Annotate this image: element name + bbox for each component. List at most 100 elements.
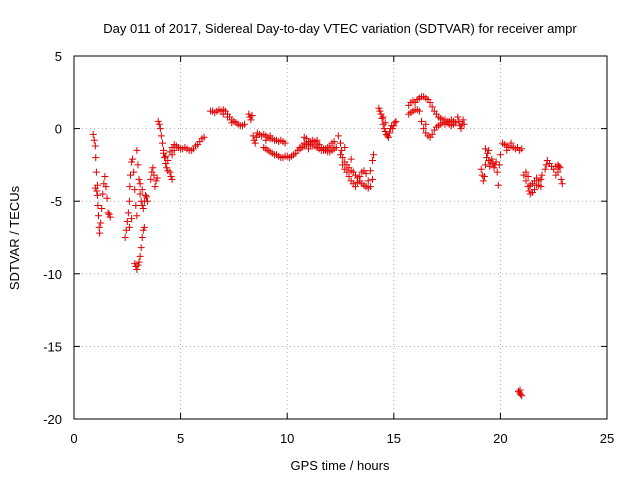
x-tick-label: 15 (387, 431, 401, 446)
data-point (136, 190, 144, 198)
data-point (415, 107, 423, 115)
data-point (375, 104, 383, 112)
data-point (454, 113, 462, 121)
data-point (392, 117, 400, 125)
data-point (266, 132, 274, 140)
data-point (422, 120, 430, 128)
data-point (144, 197, 152, 205)
data-point (105, 210, 113, 218)
data-point (381, 128, 389, 136)
data-point (89, 130, 97, 138)
plot-frame (73, 55, 608, 420)
data-point (224, 113, 232, 121)
data-point (149, 164, 157, 172)
data-point (558, 180, 566, 188)
data-point (488, 155, 496, 163)
data-point (490, 164, 498, 172)
data-point (106, 213, 114, 221)
data-point (420, 125, 428, 133)
data-point (418, 117, 426, 125)
data-point (158, 139, 166, 147)
data-point (102, 183, 110, 191)
data-point (330, 138, 338, 146)
y-tick-label: -20 (43, 412, 62, 427)
data-point (122, 226, 130, 234)
data-point (494, 181, 502, 189)
data-point (554, 168, 562, 176)
data-point (247, 116, 255, 124)
data-point (390, 122, 398, 130)
data-point (155, 120, 163, 128)
data-point (507, 139, 515, 147)
data-point (503, 146, 511, 154)
data-point (538, 171, 546, 179)
data-point (522, 168, 530, 176)
data-point (343, 168, 351, 176)
data-point (103, 194, 111, 202)
data-point (517, 390, 525, 398)
data-point (154, 117, 162, 125)
data-point (249, 132, 257, 140)
data-point (168, 175, 176, 183)
data-point (147, 175, 155, 183)
x-tick-label: 25 (600, 431, 614, 446)
y-axis-label: SDTVAR / TECUs (7, 185, 22, 290)
data-point (554, 161, 562, 169)
data-point (245, 110, 253, 118)
data-point (156, 125, 164, 133)
data-point (168, 151, 176, 159)
data-point (137, 244, 145, 252)
data-point (166, 168, 174, 176)
data-point (140, 223, 148, 231)
data-point (142, 193, 150, 201)
data-point (347, 155, 355, 163)
data-point (481, 161, 489, 169)
data-point (480, 173, 488, 181)
data-point (345, 173, 353, 181)
data-point (516, 386, 524, 394)
data-point (241, 120, 249, 128)
y-tick-label: 5 (55, 49, 62, 64)
data-point (537, 183, 545, 191)
data-point (389, 125, 397, 133)
data-point (379, 113, 387, 121)
data-point (153, 174, 161, 182)
data-point (125, 223, 133, 231)
data-point (305, 145, 313, 153)
data-point (104, 209, 112, 217)
data-point (167, 173, 175, 181)
data-point (200, 133, 208, 141)
data-point (157, 132, 165, 140)
data-point (428, 130, 436, 138)
data-point (128, 215, 136, 223)
data-point (485, 146, 493, 154)
data-point (164, 157, 172, 165)
data-point (526, 181, 534, 189)
data-point (455, 117, 463, 125)
data-point (128, 158, 136, 166)
data-point (332, 143, 340, 151)
data-point (163, 164, 171, 172)
data-point (542, 161, 550, 169)
data-point (138, 234, 146, 241)
data-point (93, 181, 101, 189)
data-point (162, 152, 170, 160)
data-point (121, 234, 129, 241)
data-point (313, 136, 321, 144)
data-point (351, 183, 359, 191)
data-point (133, 265, 141, 273)
data-point (354, 178, 362, 186)
data-point (248, 112, 256, 120)
data-point (368, 157, 376, 165)
data-point (484, 149, 492, 157)
data-point (123, 218, 131, 226)
data-point (141, 191, 149, 199)
data-point (93, 191, 101, 199)
data-point (130, 168, 138, 176)
data-point (96, 229, 104, 237)
y-tick-label: -10 (43, 267, 62, 282)
data-point (129, 155, 137, 163)
data-point (126, 171, 134, 179)
data-point (537, 175, 545, 183)
data-point (161, 154, 169, 162)
